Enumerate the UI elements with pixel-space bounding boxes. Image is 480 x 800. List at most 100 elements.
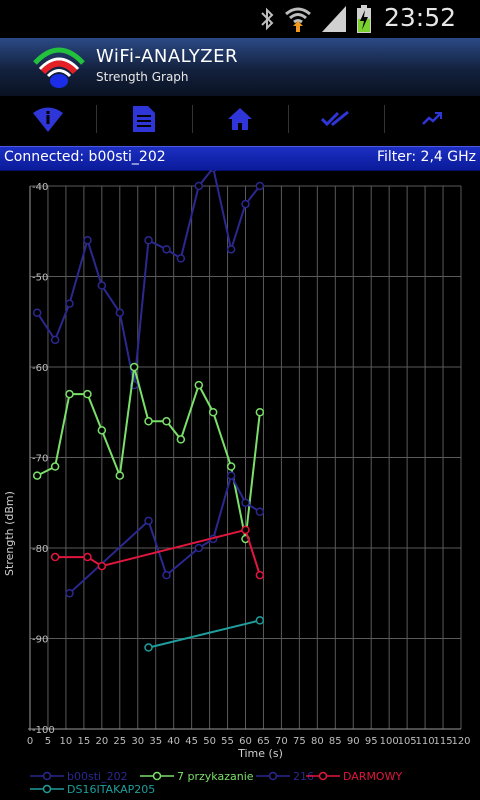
series-ds16itakap205 bbox=[144, 616, 265, 652]
status-bar: 23:52 bbox=[0, 0, 480, 38]
app-bar: WiFi-ANALYZER Strength Graph bbox=[0, 38, 480, 96]
data-point bbox=[83, 552, 92, 562]
legend-label: DARMOWY bbox=[343, 770, 402, 783]
y-tick-label: -90 bbox=[32, 635, 48, 646]
legend-label: DS16ITAKAP205 bbox=[67, 783, 155, 796]
document-icon bbox=[133, 106, 155, 132]
data-point bbox=[194, 181, 204, 191]
x-tick-label: 25 bbox=[113, 736, 126, 747]
trend-graph-button[interactable] bbox=[384, 96, 480, 142]
data-point bbox=[255, 181, 265, 191]
data-point bbox=[176, 254, 186, 263]
bluetooth-icon bbox=[261, 7, 274, 31]
x-tick-label: 100 bbox=[380, 736, 399, 747]
signal-icon bbox=[322, 6, 346, 32]
home-button[interactable] bbox=[192, 96, 288, 142]
x-tick-label: 55 bbox=[221, 736, 234, 747]
y-tick-label: -70 bbox=[32, 454, 48, 465]
x-tick-label: 95 bbox=[365, 736, 378, 747]
wifi-upload-icon bbox=[285, 7, 311, 32]
data-point bbox=[83, 389, 92, 399]
series-line bbox=[148, 619, 261, 649]
x-tick-label: 120 bbox=[451, 736, 470, 747]
legend-label: b00sti_202 bbox=[67, 770, 128, 783]
legend-swatch-marker bbox=[42, 771, 52, 781]
x-tick-label: 115 bbox=[433, 736, 452, 747]
connected-status: Connected: b00sti_202 bbox=[4, 149, 166, 165]
legend-label: 216 bbox=[293, 770, 314, 783]
data-point bbox=[65, 589, 74, 598]
strength-graph: 0 5 10 15 20 25 30 35 40 45 50 55 60 65 70 75 80 85 90 95 10… bbox=[3, 170, 471, 796]
x-tick-label: 60 bbox=[239, 736, 252, 747]
legend-item: 216 bbox=[256, 770, 314, 783]
data-point bbox=[209, 170, 217, 173]
data-point bbox=[50, 462, 60, 471]
data-point bbox=[115, 308, 125, 317]
data-point bbox=[226, 462, 236, 471]
filter-status[interactable]: Filter: 2,4 GHz bbox=[376, 149, 476, 165]
data-point bbox=[50, 335, 60, 345]
legend-label: 7 przykazanie bbox=[177, 770, 254, 783]
app-subtitle: Strength Graph bbox=[96, 70, 189, 84]
y-tick-label: -50 bbox=[32, 273, 48, 284]
toolbar bbox=[0, 96, 480, 142]
data-point bbox=[194, 543, 204, 553]
y-tick-label: -60 bbox=[32, 363, 48, 374]
legend-swatch-marker bbox=[318, 771, 328, 781]
legend-item: DS16ITAKAP205 bbox=[30, 783, 155, 796]
series-darmowy bbox=[50, 525, 265, 580]
data-point bbox=[162, 570, 171, 580]
x-tick-label: 65 bbox=[257, 736, 270, 747]
data-point bbox=[176, 435, 186, 444]
x-tick-label: 5 bbox=[45, 736, 51, 747]
x-tick-label: 105 bbox=[398, 736, 417, 747]
data-point bbox=[208, 408, 218, 417]
x-tick-label: 85 bbox=[329, 736, 342, 747]
data-point bbox=[241, 525, 250, 535]
document-button[interactable] bbox=[96, 96, 192, 142]
wifi-info-button[interactable] bbox=[0, 96, 96, 142]
legend-swatch-marker bbox=[268, 771, 278, 781]
x-tick-label: 110 bbox=[416, 736, 435, 747]
legend-item: 7 przykazanie bbox=[140, 770, 254, 783]
data-point bbox=[129, 362, 139, 372]
x-tick-label: 80 bbox=[311, 736, 324, 747]
data-point bbox=[241, 199, 250, 209]
data-point bbox=[162, 245, 171, 254]
double-check-button[interactable] bbox=[288, 96, 384, 142]
x-tick-label: 75 bbox=[293, 736, 306, 747]
series-216 bbox=[65, 471, 265, 598]
data-point bbox=[97, 426, 107, 435]
data-point bbox=[115, 471, 125, 480]
data-point bbox=[32, 308, 42, 317]
data-point bbox=[241, 498, 250, 507]
data-point bbox=[65, 389, 74, 399]
trend-graph-icon bbox=[422, 112, 442, 125]
status-icons bbox=[260, 5, 372, 33]
legend-item: DARMOWY bbox=[306, 770, 402, 783]
series-line bbox=[55, 528, 261, 576]
status-time: 23:52 bbox=[383, 3, 456, 32]
home-icon bbox=[228, 108, 252, 130]
battery-charging-icon bbox=[357, 5, 371, 33]
y-tick-label: -80 bbox=[32, 544, 48, 555]
app-title: WiFi-ANALYZER bbox=[96, 46, 238, 67]
data-point bbox=[50, 552, 60, 562]
data-point bbox=[144, 643, 153, 652]
double-check-icon bbox=[321, 110, 349, 127]
data-point bbox=[32, 471, 42, 480]
wifi-info-icon bbox=[33, 107, 63, 132]
x-tick-label: 70 bbox=[275, 736, 288, 747]
x-tick-label: 40 bbox=[167, 736, 180, 747]
x-tick-label: 50 bbox=[203, 736, 216, 747]
data-point bbox=[97, 281, 107, 290]
data-point bbox=[162, 417, 171, 426]
data-point bbox=[255, 507, 265, 517]
data-point bbox=[194, 380, 204, 390]
data-point bbox=[83, 236, 92, 245]
data-point bbox=[226, 471, 236, 480]
connection-bar: Connected: b00sti_202 Filter: 2,4 GHz bbox=[0, 146, 480, 171]
x-tick-label: 35 bbox=[149, 736, 162, 747]
series-b00sti-202 bbox=[32, 170, 265, 390]
series-line bbox=[36, 170, 261, 386]
